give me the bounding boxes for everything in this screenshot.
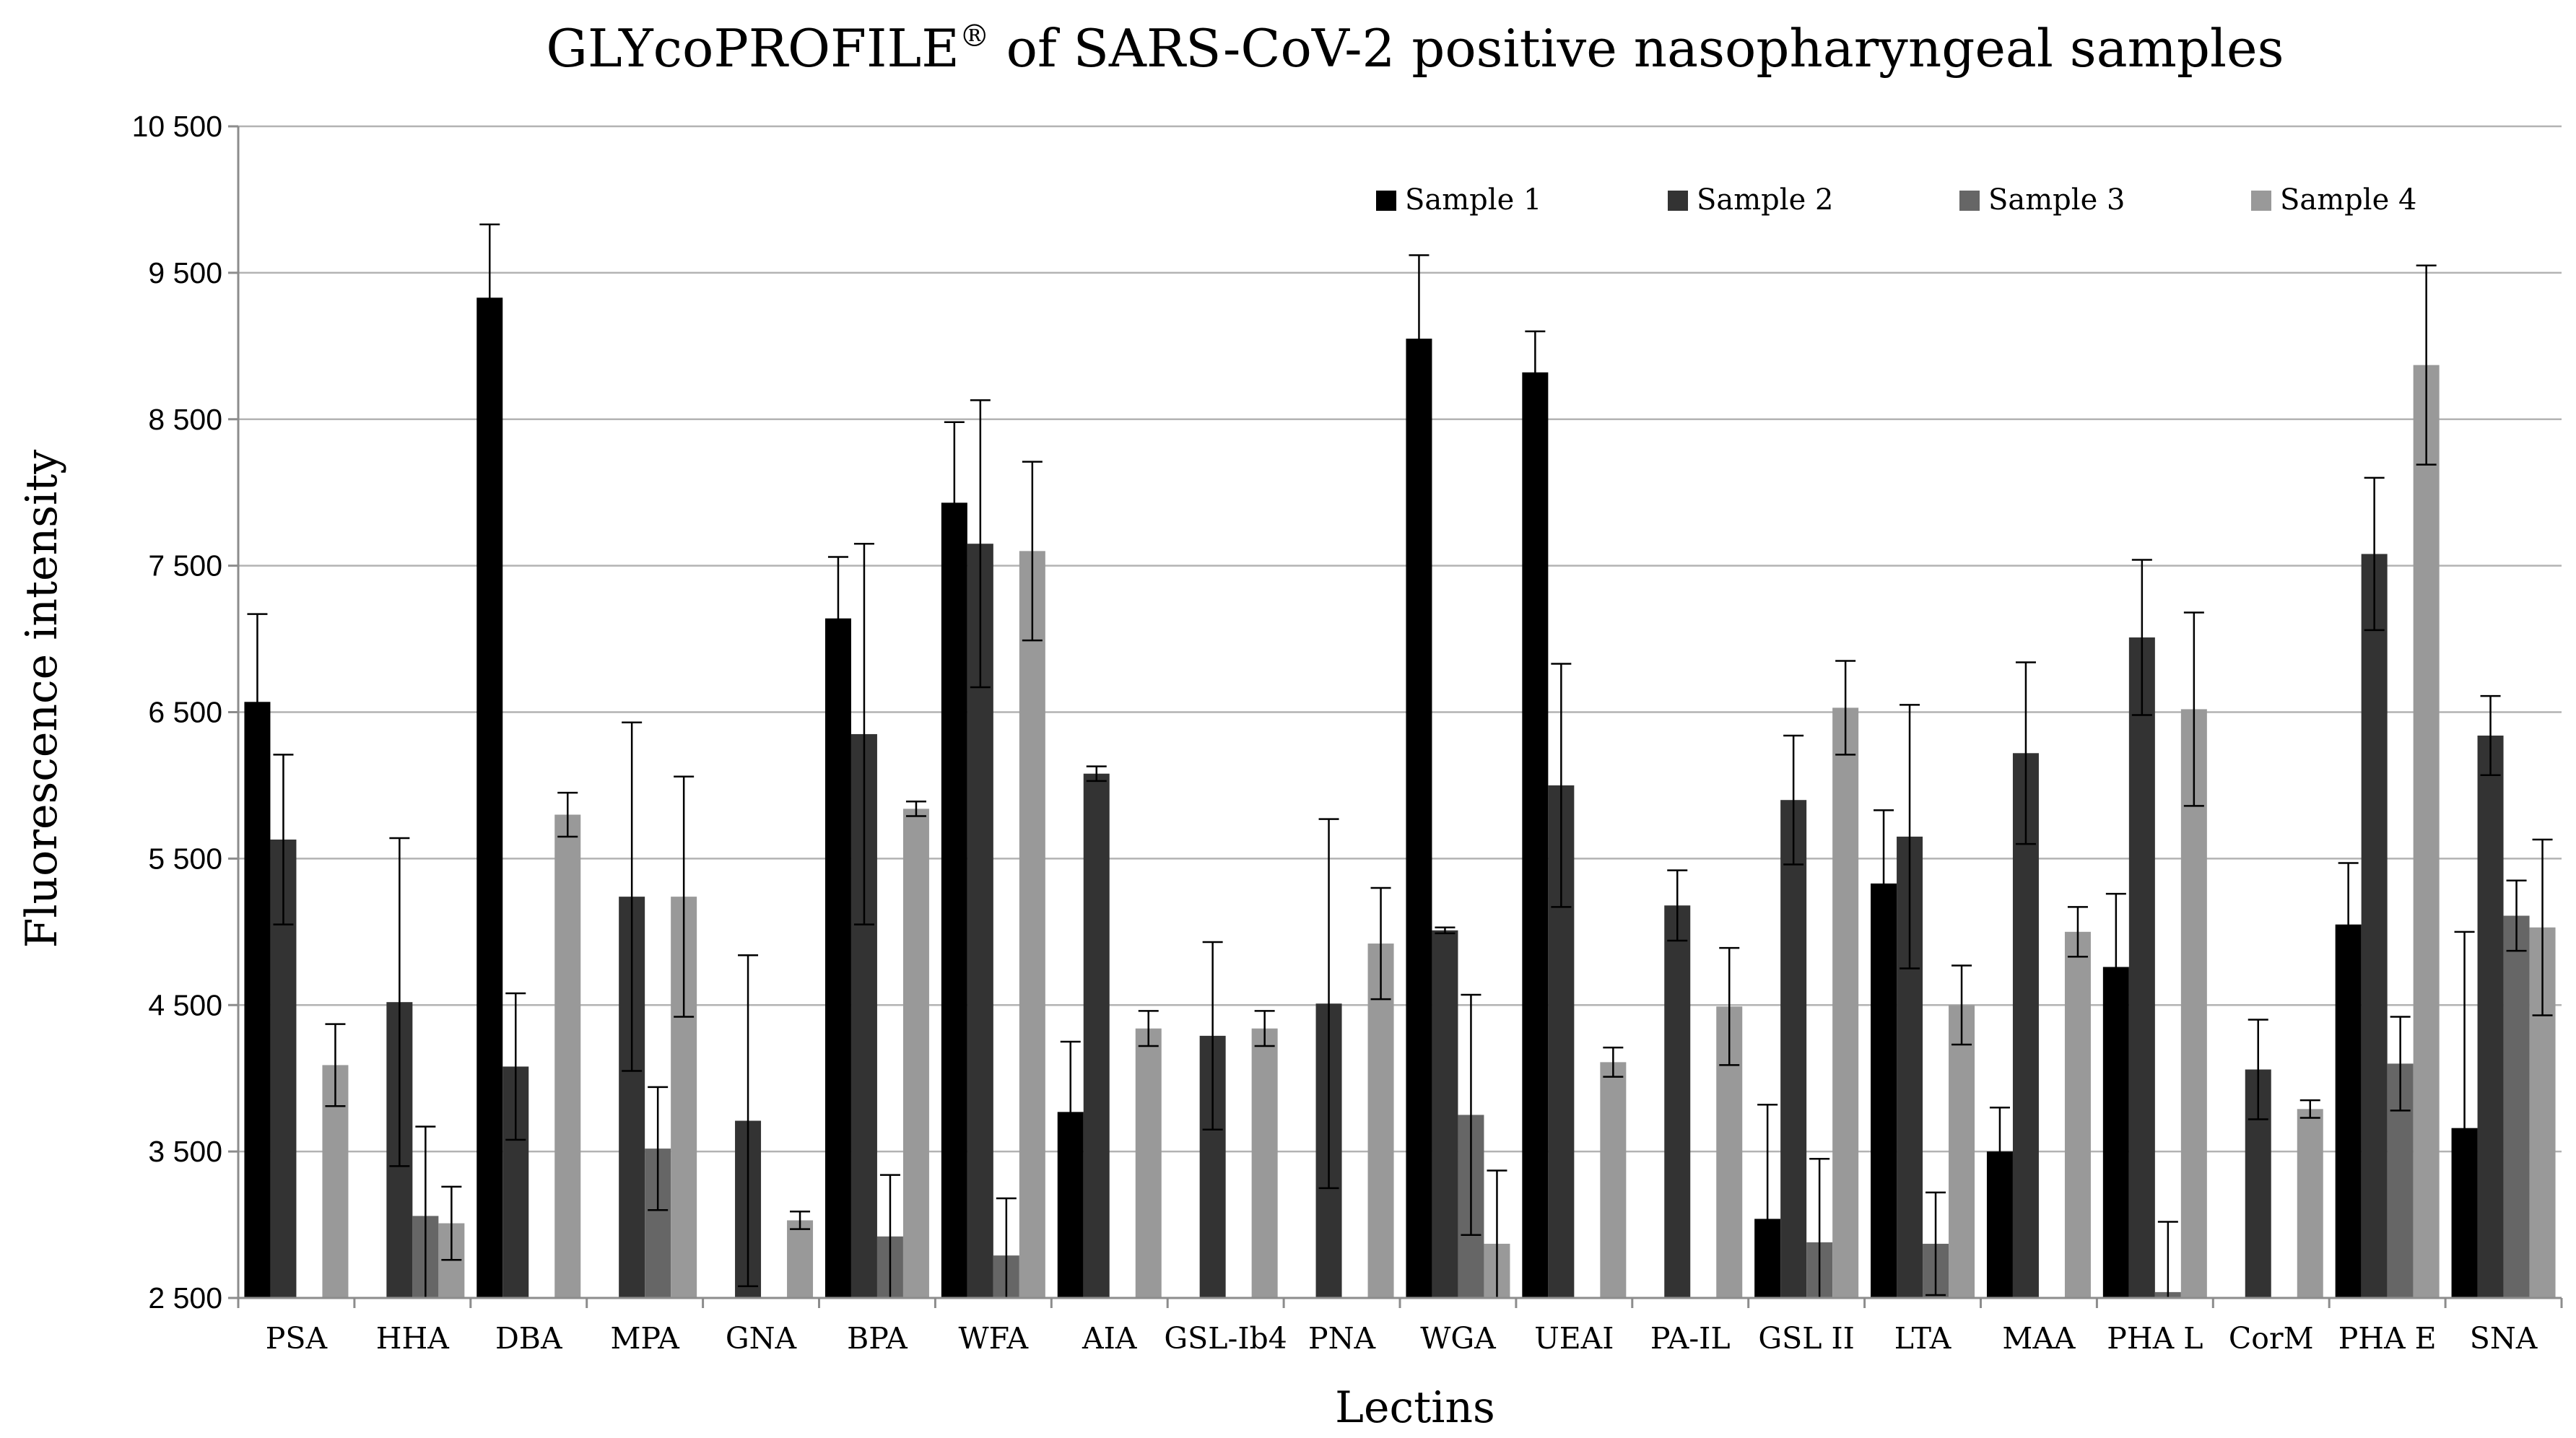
bar (1600, 1062, 1627, 1298)
bar (824, 618, 851, 1298)
x-tick-label: PSA (266, 1321, 328, 1356)
x-tick-label: DBA (495, 1321, 563, 1356)
x-tick-label: MAA (2002, 1321, 2076, 1356)
bar (1522, 372, 1549, 1298)
legend-label: Sample 4 (2280, 183, 2416, 217)
bar (2297, 1109, 2323, 1298)
bar (2413, 365, 2440, 1298)
x-axis-label: Lectins (1335, 1382, 1495, 1433)
x-tick-label: SNA (2470, 1321, 2538, 1356)
bar (244, 702, 271, 1298)
x-tick-label: BPA (847, 1321, 908, 1356)
y-tick-label: 2 500 (148, 1281, 222, 1315)
x-tick-label: GNA (726, 1321, 798, 1356)
x-tick-label: AIA (1082, 1321, 1138, 1356)
x-tick-label: PHA E (2338, 1321, 2437, 1356)
x-tick-label: GSL II (1758, 1321, 1855, 1356)
bar (1949, 1005, 1975, 1298)
y-tick-label: 8 500 (148, 403, 222, 436)
bar (1251, 1028, 1278, 1298)
bar (477, 297, 503, 1298)
x-tick-label: PNA (1308, 1321, 1376, 1356)
y-tick-label: 3 500 (148, 1135, 222, 1168)
bar (902, 809, 929, 1298)
x-tick-label: HHA (376, 1321, 451, 1356)
x-tick-label: UEAI (1534, 1321, 1614, 1356)
axes-layer: 2 500 3 500 4 500 5 500 6 500 7 500 8 500 9 500… (132, 110, 2563, 1356)
y-axis-label: Fluorescence intensity (17, 450, 67, 949)
bar (1019, 551, 1045, 1298)
bar (2180, 709, 2207, 1298)
bar (1135, 1028, 1162, 1298)
y-tick-label: 7 500 (148, 549, 222, 583)
legend-swatch (1959, 191, 1980, 211)
bar (2128, 637, 2155, 1298)
x-tick-label: WGA (1420, 1321, 1497, 1356)
bar (2361, 554, 2388, 1298)
x-tick-label: CorM (2229, 1321, 2314, 1356)
y-tick-label: 10 500 (132, 110, 222, 143)
legend-label: Sample 3 (1988, 183, 2125, 217)
bar (2477, 735, 2504, 1298)
x-tick-label: WFA (959, 1321, 1030, 1356)
grid-layer (238, 125, 2562, 1153)
bar (1406, 339, 1432, 1299)
legend: Sample 1 Sample 2 Sample 3 Sample 4 (1376, 183, 2416, 217)
legend-swatch (1376, 191, 1396, 211)
bar (1432, 930, 1458, 1298)
x-tick-label: PHA L (2107, 1321, 2203, 1356)
bar (2064, 931, 2091, 1298)
y-tick-label: 4 500 (148, 988, 222, 1021)
bar (1832, 707, 1859, 1298)
bar (1780, 800, 1807, 1298)
legend-swatch (1668, 191, 1688, 211)
y-tick-label: 6 500 (148, 696, 222, 729)
chart-title: GLYcoPROFILE® of SARS-CoV-2 positive nas… (546, 18, 2284, 79)
x-tick-label: LTA (1894, 1321, 1952, 1356)
x-tick-label: PA-IL (1650, 1321, 1731, 1356)
y-tick-label: 5 500 (148, 842, 222, 875)
legend-label: Sample 2 (1697, 183, 1833, 217)
bar (2503, 915, 2530, 1298)
bars-layer (244, 223, 2556, 1299)
bar (1664, 905, 1691, 1298)
bar (554, 814, 581, 1298)
bar (787, 1220, 814, 1298)
legend-swatch (2251, 191, 2271, 211)
x-tick-label: GSL-Ib4 (1164, 1321, 1287, 1356)
x-tick-label: MPA (610, 1321, 680, 1356)
bar (1367, 944, 1394, 1298)
bar (941, 502, 967, 1299)
y-tick-label: 9 500 (148, 256, 222, 289)
legend-label: Sample 1 (1405, 183, 1541, 217)
bar (1083, 773, 1110, 1298)
